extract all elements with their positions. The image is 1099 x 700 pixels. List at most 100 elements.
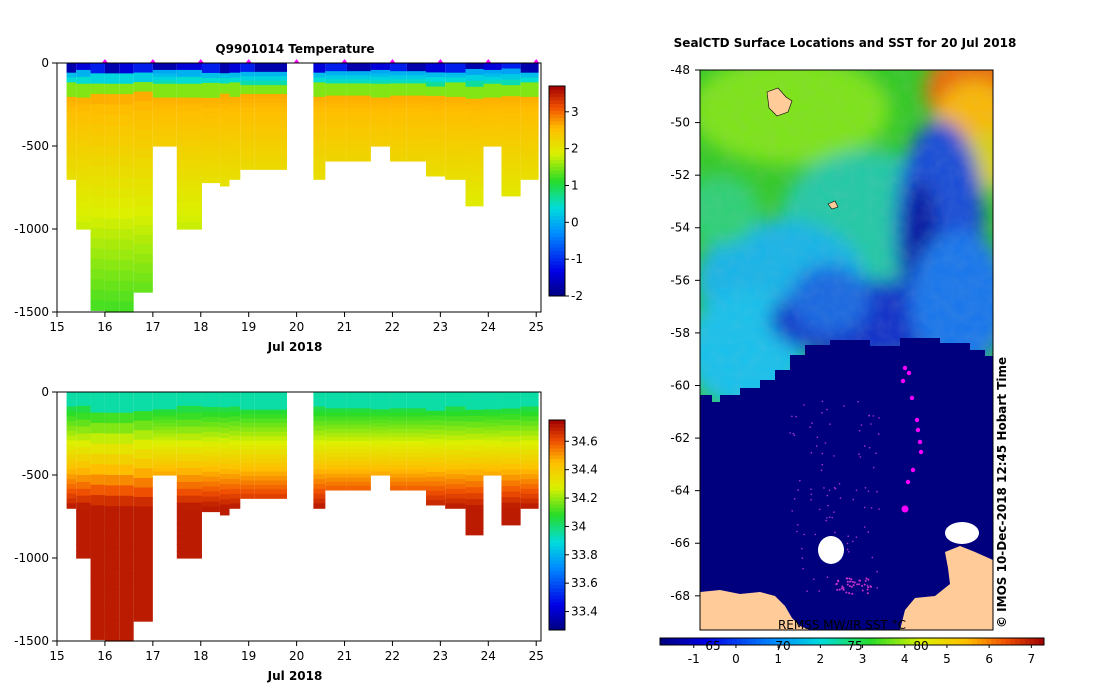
profile-column <box>445 63 466 180</box>
profile-cell <box>90 402 105 414</box>
track-dot <box>799 479 801 482</box>
profile-cell <box>501 96 521 103</box>
track-dot <box>861 589 864 592</box>
profile-cell <box>152 471 177 476</box>
colorbar-segment <box>549 584 565 589</box>
station-marker <box>197 59 204 63</box>
profile-cell <box>119 249 134 261</box>
colorbar-segment <box>549 493 565 498</box>
colorbar-tick-label: 3 <box>859 652 867 666</box>
profile-cell <box>254 445 290 451</box>
profile-cell <box>219 392 230 398</box>
track-dot <box>825 519 827 522</box>
colorbar-segment <box>549 152 565 157</box>
profile-cell <box>66 63 77 69</box>
colorbar-segment <box>549 514 565 519</box>
profile-cell <box>390 396 407 401</box>
profile-cell <box>152 142 177 147</box>
colorbar-segment <box>549 138 565 143</box>
profile-cell <box>76 215 91 223</box>
track-dot <box>876 570 878 573</box>
track-dot <box>864 486 867 489</box>
profile-cell <box>66 435 77 442</box>
profile-cell <box>76 516 91 525</box>
profile-cell <box>483 107 502 113</box>
y-tick-label: 0 <box>41 385 49 399</box>
profile-cell <box>483 447 502 452</box>
profile-cell <box>219 412 230 419</box>
profile-column <box>465 63 484 207</box>
colorbar-segment <box>549 591 565 596</box>
track-dot <box>810 493 813 495</box>
profile-cell <box>483 392 502 397</box>
profile-cell <box>465 427 484 435</box>
profile-cell <box>66 454 77 461</box>
profile-cell <box>66 416 77 422</box>
colorbar-segment <box>549 187 565 192</box>
profile-cell <box>229 121 241 127</box>
profile-cell <box>219 144 230 151</box>
profile-cell <box>520 440 539 446</box>
colorbar-segment <box>549 497 565 501</box>
x-tick-label: 17 <box>145 649 160 663</box>
profile-cell <box>229 469 241 475</box>
profile-cell <box>152 114 177 119</box>
profile-cell <box>133 411 153 422</box>
profile-cell <box>219 119 230 126</box>
profile-cell <box>76 194 91 202</box>
profile-cell <box>425 410 446 417</box>
profile-cell <box>201 87 220 94</box>
profile-cell <box>240 422 255 429</box>
profile-cell <box>104 229 120 240</box>
profile-cell <box>66 445 77 451</box>
colorbar-segment <box>549 560 565 564</box>
profile-cell <box>229 154 241 161</box>
profile-cell <box>465 415 484 423</box>
profile-cell <box>240 93 255 100</box>
profile-cell <box>406 469 426 475</box>
profile-cell <box>370 461 391 466</box>
profile-cell <box>520 450 539 456</box>
profile-cell <box>370 107 391 113</box>
colorbar-tick-label: -1 <box>688 652 700 666</box>
profile-cell <box>445 493 466 500</box>
track-dot <box>864 579 867 582</box>
profile-cell <box>176 433 202 442</box>
latitude-tick-label: -54 <box>670 221 690 235</box>
profile-cell <box>152 76 177 81</box>
colorbar-tick-label: 2 <box>571 142 579 156</box>
profile-cell <box>370 433 391 438</box>
profile-cell <box>201 431 220 438</box>
colorbar-segment <box>549 212 565 216</box>
profile-cell <box>76 392 91 400</box>
profile-cell <box>325 461 347 467</box>
profile-cell <box>76 481 91 490</box>
profile-cell <box>254 484 290 490</box>
profile-cell <box>152 461 177 466</box>
profile-cell <box>425 133 446 139</box>
profile-cell <box>219 499 230 506</box>
profile-column <box>76 63 91 230</box>
profile-cell <box>104 156 120 168</box>
y-tick-label: -500 <box>22 468 49 482</box>
profile-cell <box>254 80 290 86</box>
profile-cell <box>254 471 290 477</box>
track-dot <box>796 524 799 526</box>
profile-cell <box>370 419 391 424</box>
profile-column <box>390 63 407 162</box>
profile-cell <box>520 125 539 132</box>
profile-cell <box>254 124 290 130</box>
profile-cell <box>390 465 407 471</box>
profile-cell <box>219 114 230 120</box>
profile-cell <box>501 140 521 147</box>
profile-cell <box>254 142 290 148</box>
profile-cell <box>201 167 220 174</box>
profile-cell <box>119 94 134 106</box>
profile-cell <box>425 443 446 450</box>
profile-cell <box>201 506 220 513</box>
profile-cell <box>90 577 105 589</box>
profile-cell <box>483 436 502 442</box>
colorbar-segment <box>981 638 987 645</box>
profile-cell <box>133 110 153 121</box>
